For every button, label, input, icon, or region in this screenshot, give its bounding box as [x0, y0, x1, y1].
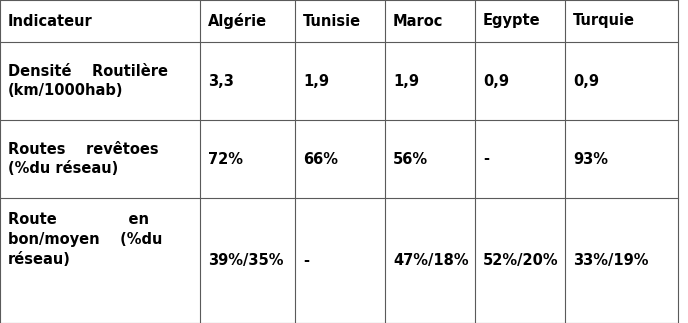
Text: -: - — [303, 253, 309, 268]
Text: Algérie: Algérie — [208, 13, 267, 29]
Text: -: - — [483, 151, 489, 166]
Text: Indicateur: Indicateur — [8, 14, 93, 28]
Text: 56%: 56% — [393, 151, 428, 166]
Text: 1,9: 1,9 — [393, 74, 419, 89]
Text: 52%/20%: 52%/20% — [483, 253, 559, 268]
Text: Turquie: Turquie — [573, 14, 635, 28]
Text: 0,9: 0,9 — [483, 74, 509, 89]
Text: Egypte: Egypte — [483, 14, 541, 28]
Text: 93%: 93% — [573, 151, 608, 166]
Text: Densité    Routilère: Densité Routilère — [8, 64, 168, 78]
Text: (%du réseau): (%du réseau) — [8, 162, 118, 176]
Text: 66%: 66% — [303, 151, 338, 166]
Text: 1,9: 1,9 — [303, 74, 329, 89]
Text: Route              en: Route en — [8, 212, 149, 227]
Text: 39%/35%: 39%/35% — [208, 253, 283, 268]
Text: Tunisie: Tunisie — [303, 14, 361, 28]
Text: 72%: 72% — [208, 151, 243, 166]
Text: Maroc: Maroc — [393, 14, 443, 28]
Text: réseau): réseau) — [8, 252, 71, 266]
Text: bon/moyen    (%du: bon/moyen (%du — [8, 232, 162, 247]
Text: (km/1000hab): (km/1000hab) — [8, 83, 124, 99]
Text: 47%/18%: 47%/18% — [393, 253, 469, 268]
Text: 0,9: 0,9 — [573, 74, 599, 89]
Text: 33%/19%: 33%/19% — [573, 253, 649, 268]
Text: 3,3: 3,3 — [208, 74, 234, 89]
Text: Routes    revêtoes: Routes revêtoes — [8, 141, 159, 157]
